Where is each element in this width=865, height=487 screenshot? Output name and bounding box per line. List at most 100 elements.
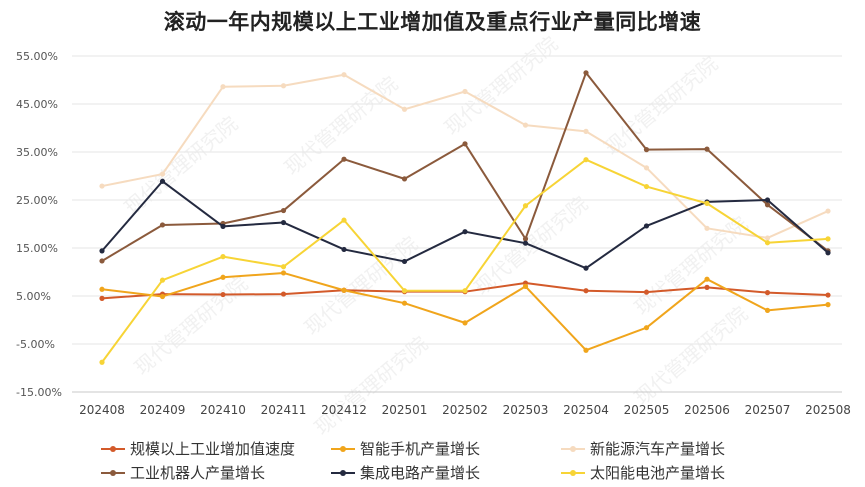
legend-label: 新能源汽车产量增长 <box>590 440 726 458</box>
x-tick-label: 202508 <box>805 403 851 417</box>
legend-marker <box>330 443 356 455</box>
legend-label: 太阳能电池产量增长 <box>590 464 726 482</box>
y-axis: -15.00% -5.00% 5.00% 15.00% 25.00% 35.00% 45.0… <box>16 50 62 399</box>
x-tick-label: 202501 <box>382 403 428 417</box>
data-point <box>643 223 650 229</box>
legend-marker <box>100 443 126 455</box>
legend-item: 太阳能电池产量增长 <box>560 462 725 483</box>
data-point <box>159 277 166 283</box>
legend-item: 智能手机产量增长 <box>330 438 480 459</box>
data-point <box>280 219 287 226</box>
data-point <box>220 254 226 260</box>
data-point <box>825 208 831 214</box>
x-tick-label: 202503 <box>503 403 549 417</box>
data-point <box>643 165 650 171</box>
data-point <box>522 283 529 289</box>
data-point <box>462 229 468 235</box>
legend-marker <box>330 467 356 479</box>
data-point <box>704 200 710 206</box>
data-point <box>764 197 771 203</box>
data-point <box>462 141 468 147</box>
data-point <box>764 240 771 246</box>
data-point <box>825 292 831 298</box>
legend-item: 集成电路产量增长 <box>330 462 480 483</box>
legend-item: 规模以上工业增加值速度 <box>100 438 295 459</box>
series-line-5 <box>101 158 829 363</box>
legend-label: 规模以上工业增加值速度 <box>130 440 296 458</box>
data-point <box>764 235 771 241</box>
x-tick-label: 202506 <box>684 403 730 417</box>
x-tick-label: 202410 <box>200 403 246 417</box>
series-line-1 <box>101 271 829 352</box>
x-tick-label: 202502 <box>442 403 488 417</box>
y-tick-label: -15.00% <box>16 386 62 399</box>
y-tick-label: 35.00% <box>16 146 58 159</box>
legend-item: 工业机器人产量增长 <box>100 462 265 483</box>
y-tick-label: 5.00% <box>16 290 51 303</box>
plot-area <box>99 70 831 365</box>
legend-item: 新能源汽车产量增长 <box>560 438 725 459</box>
data-point <box>643 325 650 331</box>
x-tick-label: 202408 <box>79 403 125 417</box>
x-tick-label: 202412 <box>321 403 367 417</box>
data-point <box>159 178 166 184</box>
data-point <box>280 291 287 297</box>
data-point <box>401 300 408 306</box>
data-point <box>583 288 589 294</box>
x-tick-label: 202504 <box>563 403 609 417</box>
x-axis: 202408 202409 202410 202411 202412 202501 2025… <box>79 403 851 417</box>
data-point <box>159 171 166 177</box>
data-point <box>704 284 710 290</box>
data-point <box>462 288 468 294</box>
data-point <box>159 293 166 300</box>
data-point <box>583 128 589 134</box>
data-point <box>280 264 287 270</box>
data-point <box>522 122 529 128</box>
x-tick-label: 202507 <box>745 403 791 417</box>
series-line-2 <box>101 73 829 239</box>
data-point <box>764 290 771 296</box>
data-point <box>159 222 166 228</box>
data-point <box>99 258 105 264</box>
y-tick-label: -5.00% <box>16 338 55 351</box>
x-tick-label: 202411 <box>261 403 307 417</box>
y-tick-label: 25.00% <box>16 194 58 207</box>
data-point <box>643 183 650 190</box>
data-point <box>522 236 529 242</box>
legend-marker <box>560 467 586 479</box>
data-point <box>401 258 408 265</box>
data-point <box>220 223 226 229</box>
data-point <box>522 203 529 209</box>
data-point <box>220 274 226 280</box>
data-point <box>583 347 589 353</box>
data-point <box>99 295 105 301</box>
data-point <box>341 156 347 162</box>
data-point <box>99 183 105 189</box>
data-point <box>341 246 347 253</box>
data-point <box>522 240 529 246</box>
data-point <box>280 83 287 89</box>
data-point <box>401 176 408 182</box>
data-point <box>583 157 589 163</box>
data-point <box>401 288 408 294</box>
data-point <box>704 225 710 231</box>
legend-label: 工业机器人产量增长 <box>130 464 266 482</box>
data-point <box>764 307 771 313</box>
data-point <box>462 320 468 326</box>
legend-marker <box>560 443 586 455</box>
legend-label: 智能手机产量增长 <box>360 440 481 458</box>
data-point <box>704 146 710 152</box>
data-point <box>99 286 105 292</box>
data-point <box>643 147 650 153</box>
legend-label: 集成电路产量增长 <box>360 464 481 482</box>
data-point <box>99 359 105 365</box>
data-point <box>764 202 771 208</box>
data-point <box>825 236 831 242</box>
y-tick-label: 15.00% <box>16 242 58 255</box>
data-point <box>341 217 347 223</box>
data-point <box>341 72 347 78</box>
data-point <box>825 302 831 308</box>
data-point <box>583 265 589 271</box>
x-tick-label: 202505 <box>624 403 670 417</box>
